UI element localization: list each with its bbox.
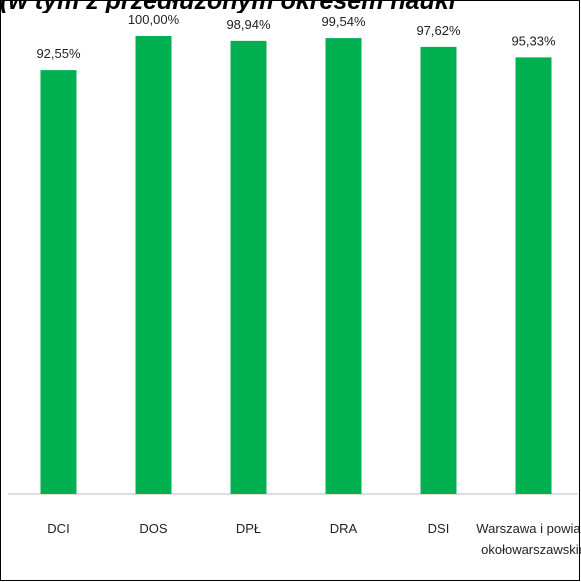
- data-label: 98,94%: [226, 17, 271, 32]
- bar-dpł: [230, 40, 267, 495]
- x-tick-label: Warszawa i powiaty: [476, 521, 581, 536]
- data-label: 97,62%: [416, 23, 461, 38]
- x-tick-label: DRA: [330, 521, 358, 536]
- data-label: 100,00%: [128, 12, 180, 27]
- data-label: 92,55%: [36, 46, 81, 61]
- bar-warszawa-i-powiaty-okołowarszawskie: [515, 57, 552, 494]
- x-tick-label: DSI: [428, 521, 450, 536]
- x-tick-label: okołowarszawskie: [481, 542, 581, 557]
- chart-title: (w tym z przedłużonym okresem nauki: [0, 0, 581, 13]
- bar-dra: [325, 38, 362, 494]
- data-label: 99,54%: [321, 14, 366, 29]
- bar-dci: [40, 70, 77, 494]
- x-tick-label: DCI: [47, 521, 69, 536]
- bar-dsi: [420, 46, 457, 495]
- x-tick-label: DOS: [139, 521, 168, 536]
- x-tick-label: DPŁ: [236, 521, 261, 536]
- bar-dos: [135, 36, 172, 494]
- data-label: 95,33%: [511, 33, 556, 48]
